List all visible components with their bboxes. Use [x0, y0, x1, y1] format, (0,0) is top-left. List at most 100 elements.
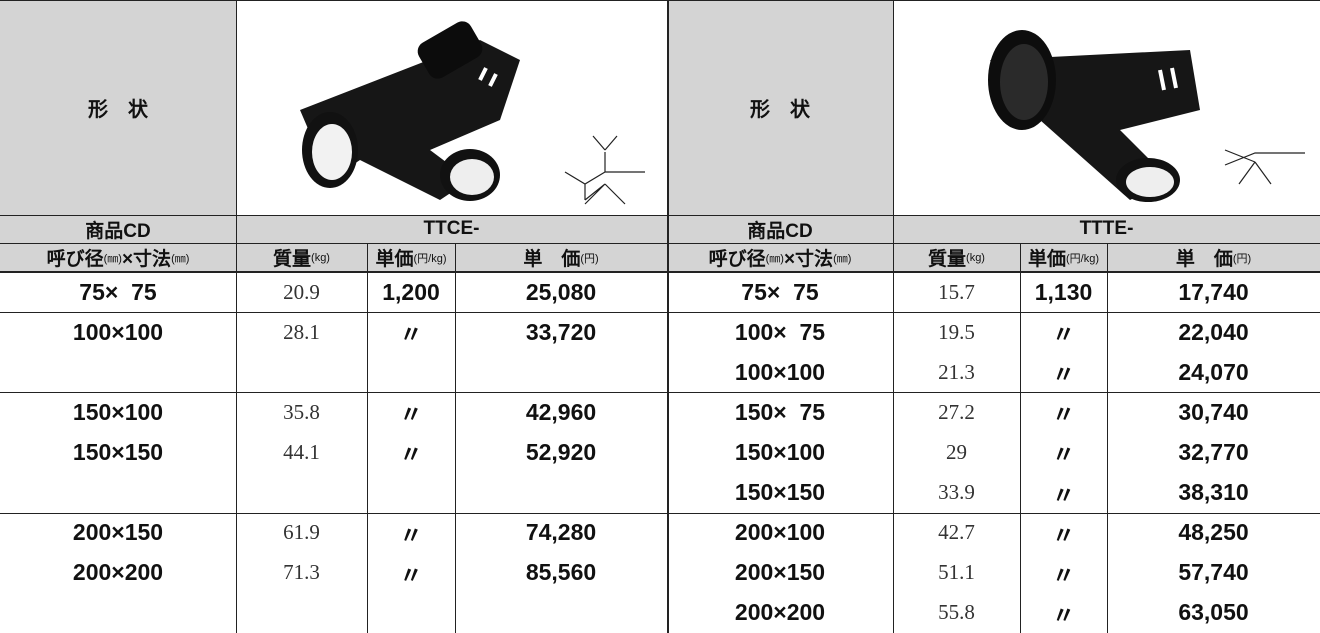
unit-price: 〃 — [1052, 321, 1075, 348]
rule — [667, 312, 1320, 314]
weight: 61.9 — [283, 520, 320, 545]
unit-price: 〃 — [1052, 361, 1075, 388]
weight: 35.8 — [283, 399, 320, 424]
unit-price: 1,130 — [1034, 278, 1093, 305]
header-text: (㎜) — [833, 252, 852, 265]
rule — [667, 0, 1320, 1]
unit-price: 〃 — [399, 401, 423, 428]
size: 100×100 — [734, 358, 826, 385]
header-text: (円) — [580, 252, 599, 265]
shape-label: 形 状 — [0, 0, 236, 215]
unit-price: 〃 — [399, 521, 423, 548]
column-header: 単価 (円/kg) — [367, 243, 455, 272]
cross-fitting-image — [300, 21, 645, 205]
header-text: 単 価 — [1175, 249, 1233, 270]
header-text: (kg) — [966, 251, 985, 264]
header-text: (円/kg) — [413, 252, 447, 265]
unit-price: 1,200 — [382, 278, 440, 305]
unit-price: 〃 — [1052, 561, 1075, 588]
rule — [0, 0, 667, 1]
unit-price: 〃 — [399, 441, 423, 468]
unit-price: 〃 — [399, 561, 423, 588]
header-text: 質量 — [273, 249, 312, 270]
rule — [667, 271, 1320, 273]
rule — [1107, 243, 1108, 633]
unit-price: 〃 — [1052, 601, 1075, 628]
size: 150×150 — [72, 438, 164, 465]
column-header: 呼び径 (㎜) ×寸法 (㎜) — [667, 243, 893, 272]
price: 74,280 — [525, 519, 597, 546]
shape-label: 形 状 — [667, 0, 893, 215]
rule — [0, 215, 667, 216]
unit-price: 〃 — [1052, 441, 1075, 468]
unit-price: 〃 — [399, 321, 423, 348]
weight: 33.9 — [938, 480, 975, 505]
rule — [0, 271, 667, 273]
rule — [236, 0, 237, 243]
unit-price: 〃 — [1052, 521, 1075, 548]
header-text: 単価 — [375, 249, 414, 270]
header-text: (kg) — [311, 251, 330, 264]
column-header: 質量 (kg) — [893, 243, 1020, 272]
price: 38,310 — [1178, 479, 1249, 506]
size: 200×150 — [72, 519, 164, 546]
header-text: (㎜) — [171, 252, 190, 265]
rule — [667, 512, 1320, 514]
tee-fitting-image — [988, 30, 1305, 202]
weight: 55.8 — [938, 600, 975, 625]
header-text: (円) — [1232, 252, 1252, 265]
weight: 29 — [946, 439, 967, 464]
price: 17,740 — [1178, 278, 1249, 305]
column-header: 質量 (kg) — [236, 243, 367, 272]
weight: 71.3 — [283, 560, 320, 585]
weight: 27.2 — [938, 399, 975, 424]
price: 42,960 — [525, 398, 597, 425]
price: 30,740 — [1178, 398, 1249, 425]
weight: 15.7 — [938, 279, 975, 304]
product-code: TTCE- — [236, 215, 667, 243]
header-text: 質量 — [928, 249, 967, 270]
weight: 28.1 — [283, 319, 320, 344]
size: 100×100 — [72, 318, 164, 345]
rule — [893, 243, 894, 633]
size: 150×100 — [734, 438, 826, 465]
product-code-label: 商品CD — [667, 215, 893, 243]
header-text: 呼び径 — [46, 249, 104, 270]
rule — [367, 243, 368, 633]
unit-price: 〃 — [1052, 401, 1075, 428]
size: 200×200 — [72, 559, 164, 586]
rule — [893, 0, 894, 243]
price: 22,040 — [1178, 318, 1249, 345]
weight: 21.3 — [938, 359, 975, 384]
weight: 19.5 — [938, 319, 975, 344]
size: 75× 75 — [741, 278, 819, 305]
price: 63,050 — [1178, 599, 1249, 626]
product-code: TTTE- — [893, 215, 1320, 243]
price: 48,250 — [1178, 519, 1249, 546]
header-text: 単 価 — [523, 249, 581, 270]
rule — [667, 243, 1320, 244]
rule — [0, 512, 667, 514]
column-header: 呼び径 (㎜) ×寸法 (㎜) — [0, 243, 236, 272]
weight: 42.7 — [938, 520, 975, 545]
price: 33,720 — [525, 318, 597, 345]
column-header: 単 価 (円) — [455, 243, 667, 272]
product-images — [300, 21, 1305, 205]
size: 150× 75 — [734, 398, 826, 425]
header-text: 呼び径 — [708, 249, 766, 270]
rule — [1020, 243, 1021, 633]
rule — [0, 392, 667, 394]
rule — [0, 243, 667, 244]
price: 32,770 — [1178, 438, 1249, 465]
rule — [667, 0, 669, 633]
column-header: 単価 (円/kg) — [1020, 243, 1107, 272]
weight: 44.1 — [283, 439, 320, 464]
header-text: 単価 — [1027, 249, 1066, 270]
price: 25,080 — [525, 278, 597, 305]
price: 52,920 — [525, 438, 597, 465]
size: 150×100 — [72, 398, 164, 425]
rule — [236, 243, 237, 633]
size: 75× 75 — [79, 278, 157, 305]
rule — [0, 312, 667, 314]
